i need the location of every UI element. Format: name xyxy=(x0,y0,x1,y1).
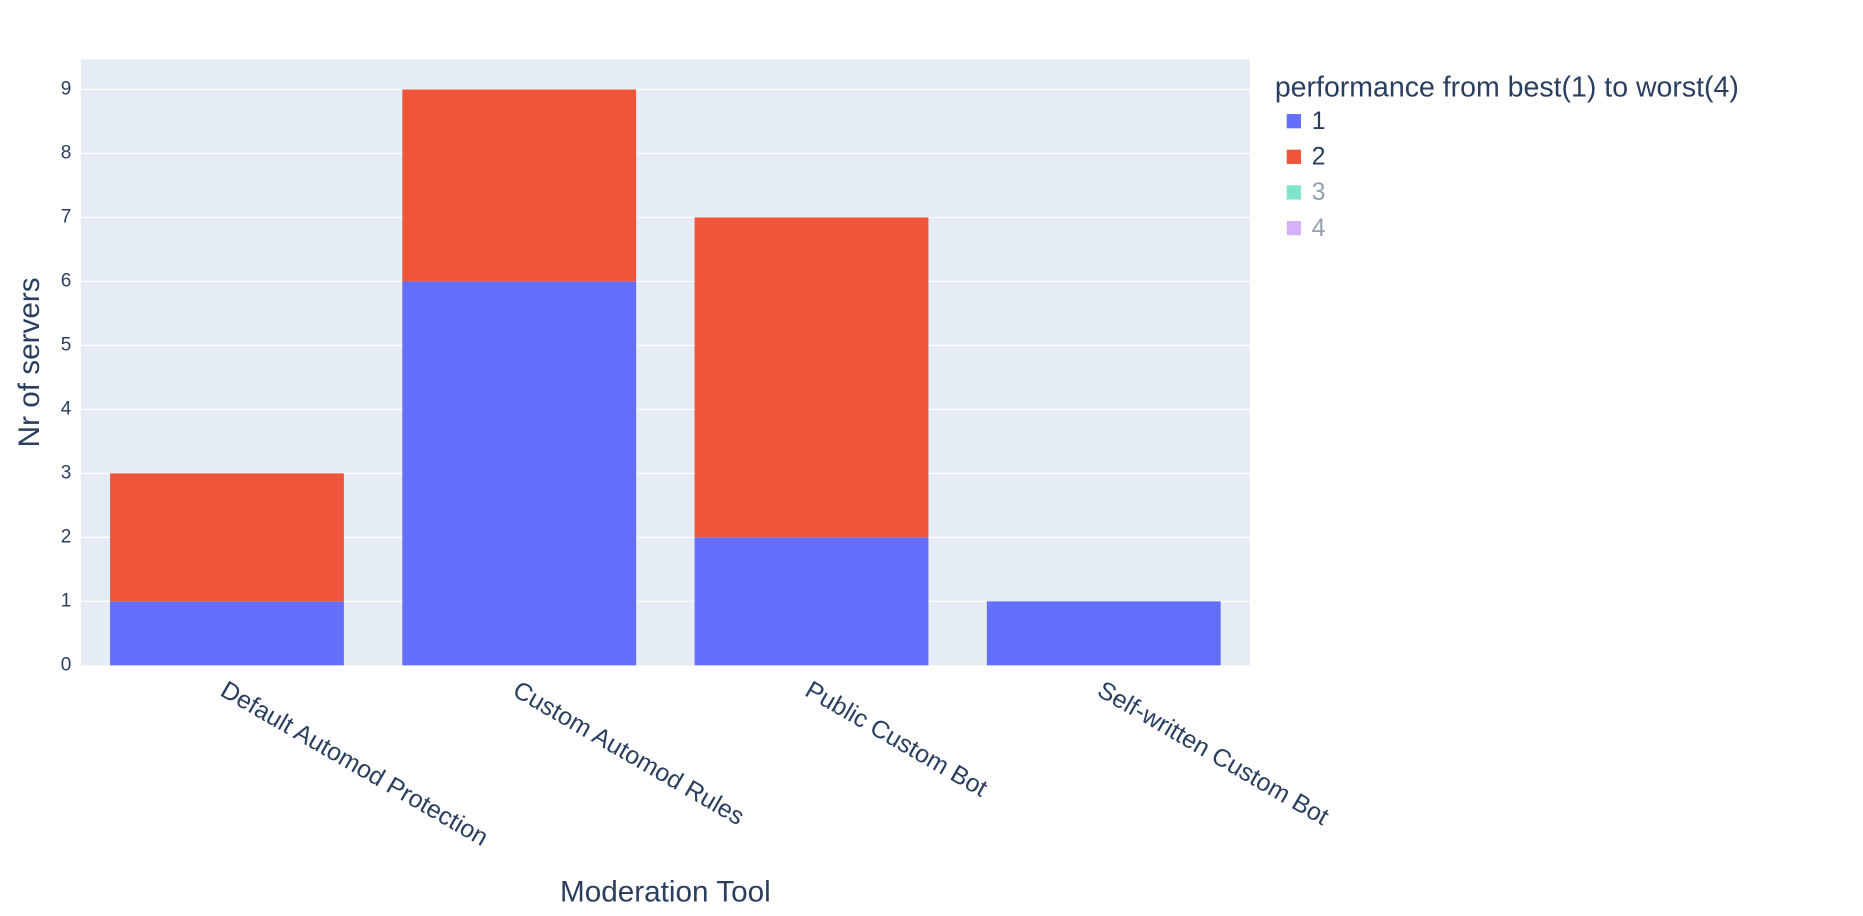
bar-segment xyxy=(402,89,637,282)
legend-swatch xyxy=(1286,149,1301,164)
x-tick-label: Self-written Custom Bot xyxy=(1093,676,1334,831)
y-axis-title: Nr of servers xyxy=(13,277,46,447)
legend-label: 3 xyxy=(1312,178,1326,206)
y-tick-label: 7 xyxy=(61,206,72,227)
y-tick-label: 4 xyxy=(61,398,72,419)
y-tick-label: 9 xyxy=(61,78,72,99)
legend-label: 4 xyxy=(1312,214,1326,242)
x-axis-title: Moderation Tool xyxy=(560,875,771,908)
bar-segment xyxy=(402,281,637,666)
y-tick-label: 8 xyxy=(61,142,72,163)
bar-segment xyxy=(110,473,344,602)
x-tick-label: Custom Automod Rules xyxy=(508,676,749,831)
y-tick-label: 0 xyxy=(61,654,72,675)
bar-segment xyxy=(694,217,929,538)
y-tick-label: 3 xyxy=(61,462,72,483)
legend-swatch xyxy=(1286,185,1301,200)
x-tick-label: Default Automod Protection xyxy=(216,676,493,852)
y-tick-label: 2 xyxy=(61,526,72,547)
y-tick-label: 6 xyxy=(61,270,72,291)
y-tick-label: 5 xyxy=(61,334,72,355)
legend-label: 1 xyxy=(1312,107,1326,135)
bar-segment xyxy=(986,601,1221,666)
bar-segment xyxy=(694,537,929,666)
legend-title: performance from best(1) to worst(4) xyxy=(1275,72,1739,104)
legend-swatch xyxy=(1286,220,1301,236)
bar-segment xyxy=(110,601,344,666)
x-tick-label: Public Custom Bot xyxy=(800,676,992,803)
y-tick-label: 1 xyxy=(61,590,72,611)
legend-swatch xyxy=(1286,114,1301,129)
legend-label: 2 xyxy=(1312,143,1326,171)
